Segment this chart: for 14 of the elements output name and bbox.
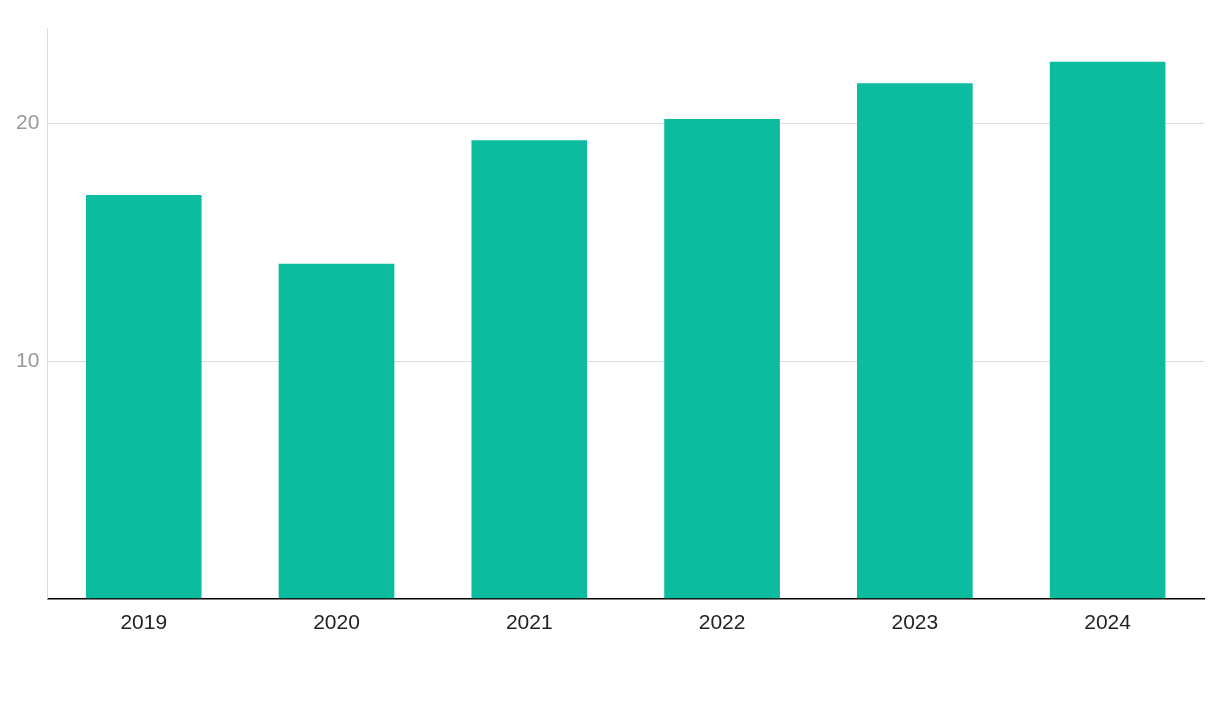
bar: [664, 118, 780, 599]
x-tick-label: 2021: [505, 610, 553, 634]
bar: [278, 263, 395, 599]
bar: [857, 83, 973, 599]
bar: [471, 140, 588, 599]
y-tick-label: 10: [16, 348, 40, 372]
x-tick-label: 2024: [1084, 610, 1132, 634]
bar: [85, 194, 202, 599]
bar: [1049, 61, 1166, 599]
x-tick-label: 2020: [313, 610, 360, 634]
x-tick-label: 2023: [891, 610, 939, 634]
x-tick-label: 2022: [698, 610, 746, 634]
y-tick-label: 20: [16, 110, 40, 134]
x-tick-label: 2019: [120, 610, 168, 634]
